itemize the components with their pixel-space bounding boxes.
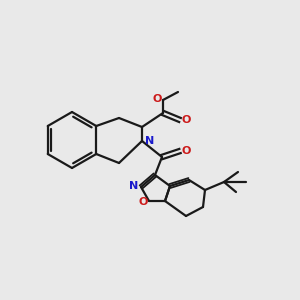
Text: O: O [181,146,191,156]
Text: O: O [152,94,162,104]
Text: N: N [129,181,139,191]
Text: O: O [181,115,191,125]
Text: O: O [138,197,148,207]
Text: N: N [145,136,154,146]
